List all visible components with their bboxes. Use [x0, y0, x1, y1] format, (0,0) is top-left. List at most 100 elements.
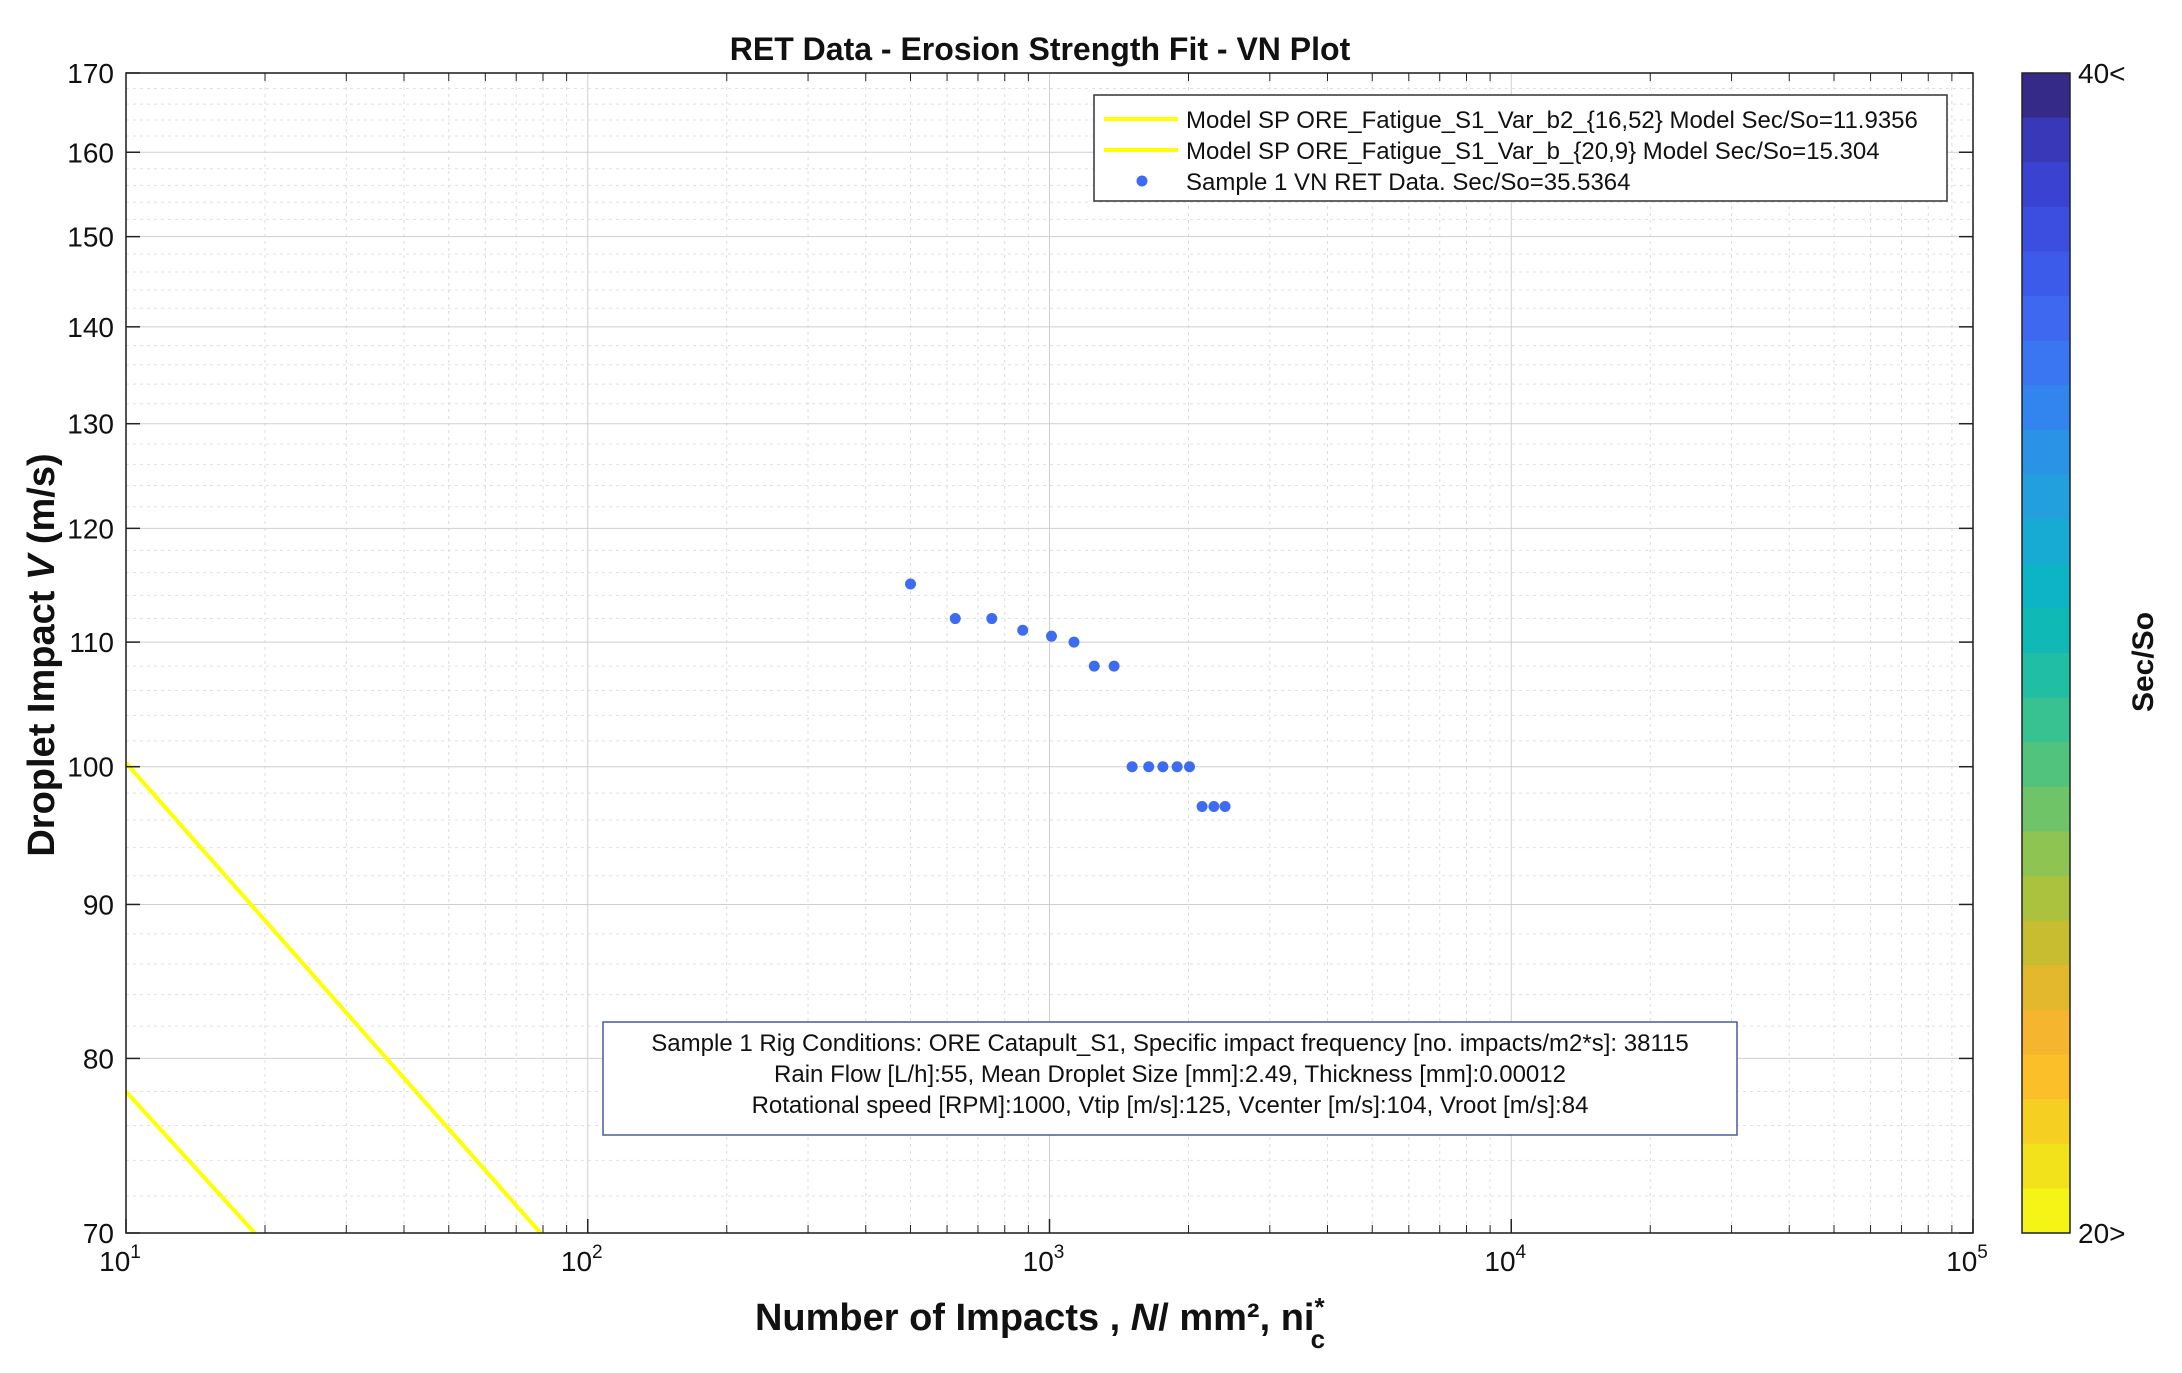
model-lines [124, 761, 542, 1235]
colorbar-segment [2022, 474, 2070, 520]
data-point [986, 613, 998, 625]
x-tick-exponent: 5 [1977, 1242, 1988, 1263]
data-points [904, 578, 1231, 813]
data-point [949, 613, 961, 625]
colorbar-segment [2022, 296, 2070, 342]
colorbar-segment [2022, 385, 2070, 431]
colorbar-segment [2022, 117, 2070, 163]
x-tick-labels: 101 102 103 104 105 [99, 1242, 1988, 1277]
legend-marker-sample [1136, 175, 1148, 187]
x-tick-base: 10 [1946, 1246, 1977, 1277]
y-axis-label-v: V [21, 552, 63, 580]
data-point [1184, 761, 1196, 773]
colorbar-segment [2022, 831, 2070, 877]
colorbar-segment [2022, 742, 2070, 788]
x-tick-base: 10 [1484, 1246, 1515, 1277]
legend-label-model-b2: Model SP ORE_Fatigue_S1_Var_b2_{16,52} M… [1186, 107, 1918, 134]
colorbar-segment [2022, 206, 2070, 253]
y-tick-label: 150 [67, 222, 114, 253]
colorbar-segment [2022, 1099, 2070, 1145]
annotation-line-1: Sample 1 Rig Conditions: ORE Catapult_S1… [651, 1030, 1688, 1057]
y-tick-label: 80 [83, 1043, 114, 1074]
colorbar-segment [2022, 563, 2070, 609]
annotation-line-2: Rain Flow [L/h]:55, Mean Droplet Size [m… [774, 1061, 1566, 1088]
colorbar-segment [2022, 965, 2070, 1011]
x-tick-label: 101 [99, 1242, 141, 1277]
x-tick-label: 102 [561, 1242, 603, 1277]
y-tick-label: 140 [67, 312, 114, 343]
colorbar-segment [2022, 653, 2070, 699]
colorbar-segment [2022, 1054, 2070, 1100]
data-point [1219, 801, 1231, 813]
x-axis-label-ni-sup: * [1314, 1292, 1325, 1322]
colorbar-segment [2022, 697, 2070, 743]
model-line-0 [124, 761, 542, 1235]
colorbar-segment [2022, 340, 2070, 386]
y-tick-labels: 70 80 90 100 110 120 130 140 150 160 170 [67, 58, 114, 1249]
x-axis-label-prefix: Number of Impacts , [755, 1297, 1131, 1339]
y-tick-label: 70 [83, 1218, 114, 1249]
data-point [1143, 761, 1155, 773]
legend-box [1093, 94, 1948, 202]
data-point [1017, 624, 1029, 636]
y-tick-label: 100 [67, 752, 114, 783]
data-point [1088, 660, 1100, 672]
data-point [904, 578, 916, 590]
data-point [1108, 660, 1120, 672]
data-point [1045, 630, 1057, 642]
colorbar-segment [2022, 876, 2070, 922]
x-axis-label-unit: / mm², [1158, 1297, 1270, 1339]
x-axis-label-ni: ni [1270, 1297, 1314, 1339]
x-tick-label: 105 [1946, 1242, 1988, 1277]
data-point [1157, 761, 1169, 773]
colorbar-segment [2022, 786, 2070, 833]
y-axis-label: Droplet Impact V (m/s) [21, 453, 63, 856]
model-line-1 [124, 1090, 257, 1235]
x-axis-label: Number of Impacts , N/ mm², ni* c [755, 1292, 1326, 1354]
data-point [1196, 801, 1208, 813]
colorbar-segment [2022, 1009, 2070, 1056]
y-tick-label: 120 [67, 513, 114, 544]
y-tick-label: 90 [83, 889, 114, 920]
colorbar-segment [2022, 73, 2070, 119]
y-axis-label-unit: (m/s) [21, 453, 63, 554]
data-point [1208, 801, 1220, 813]
colorbar-top-label: 40< [2078, 58, 2126, 89]
x-tick-exponent: 2 [592, 1242, 603, 1263]
rig-conditions-annotation: Sample 1 Rig Conditions: ORE Catapult_S1… [602, 1021, 1738, 1136]
x-axis-label-ni-sub: c [1311, 1324, 1325, 1354]
x-tick-exponent: 1 [130, 1242, 141, 1263]
colorbar-bottom-label: 20> [2078, 1218, 2126, 1249]
x-tick-base: 10 [99, 1246, 130, 1277]
data-point [1126, 761, 1138, 773]
x-tick-exponent: 4 [1516, 1242, 1527, 1263]
colorbar-segment [2022, 920, 2070, 966]
legend-label-sample: Sample 1 VN RET Data. Sec/So=35.5364 [1186, 169, 1630, 196]
x-tick-exponent: 3 [1054, 1242, 1065, 1263]
legend: Model SP ORE_Fatigue_S1_Var_b2_{16,52} M… [1093, 94, 1948, 202]
x-tick-label: 104 [1484, 1242, 1526, 1277]
colorbar-segment [2022, 251, 2070, 297]
data-point [1171, 761, 1183, 773]
y-tick-label: 110 [69, 627, 114, 658]
data-point [1068, 636, 1080, 648]
annotation-box [602, 1021, 1738, 1136]
chart-title: RET Data - Erosion Strength Fit - VN Plo… [730, 31, 1351, 67]
y-tick-label: 170 [67, 58, 114, 89]
colorbar-segment [2022, 608, 2070, 654]
annotation-line-3: Rotational speed [RPM]:1000, Vtip [m/s]:… [752, 1092, 1589, 1119]
colorbar-segment [2022, 1188, 2070, 1234]
x-axis-label-n: N [1131, 1297, 1160, 1339]
y-tick-label: 130 [67, 409, 114, 440]
colorbar-segment [2022, 1143, 2070, 1189]
y-axis-label-prefix: Droplet Impact [21, 580, 63, 857]
colorbar-axis-label: Sec/So [2127, 612, 2160, 712]
legend-label-model-b: Model SP ORE_Fatigue_S1_Var_b_{20,9} Mod… [1186, 138, 1880, 165]
axis-ticks [125, 72, 1974, 1234]
colorbar-segment [2022, 519, 2070, 565]
colorbar-frame [2021, 72, 2071, 1234]
colorbar-segment [2022, 162, 2070, 208]
x-tick-base: 10 [1023, 1246, 1054, 1277]
x-tick-base: 10 [561, 1246, 592, 1277]
